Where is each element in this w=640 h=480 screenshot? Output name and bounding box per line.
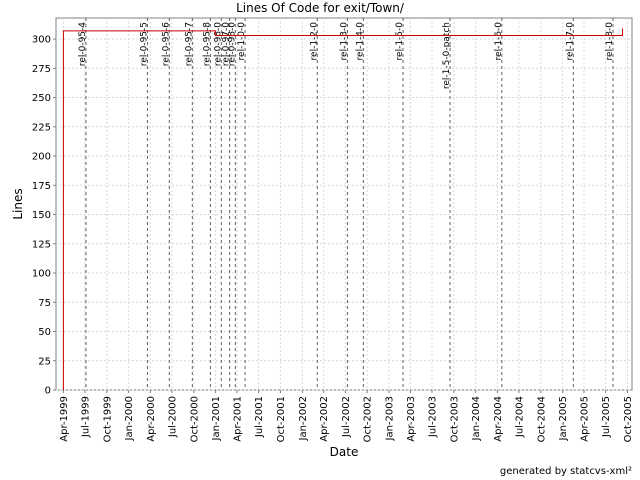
y-tick-label: 100 <box>32 269 51 280</box>
marker-label: rel-1-5-0 <box>395 22 405 61</box>
x-tick-label: Apr-2000 <box>146 396 157 442</box>
marker-label: rel-1-7-0 <box>565 22 575 61</box>
marker-label: rel-0-96-0 <box>213 22 223 66</box>
x-tick-label: Jul-2004 <box>514 396 525 438</box>
series-line <box>62 28 623 390</box>
y-tick-label: 150 <box>32 210 51 221</box>
x-tick-label: Apr-2001 <box>232 396 243 442</box>
x-tick-label: Jul-2000 <box>167 396 178 438</box>
y-tick-label: 0 <box>45 386 51 397</box>
x-tick-label: Apr-2002 <box>319 396 330 442</box>
y-axis-label: Lines <box>11 188 25 219</box>
y-tick-label: 225 <box>32 122 51 133</box>
x-tick-label: Apr-2005 <box>580 396 591 442</box>
x-tick-label: Oct-2003 <box>449 396 460 442</box>
marker-label: rel-0-95-6 <box>161 22 171 66</box>
x-tick-label: Jan-2002 <box>298 396 309 441</box>
plot-area <box>55 17 633 391</box>
x-tick-label: Jan-2004 <box>471 396 482 441</box>
y-gridlines <box>56 38 632 391</box>
marker-label: rel-1-0-0 <box>237 22 247 61</box>
marker-label: rel-1-4-0 <box>355 22 365 61</box>
x-tick-label: Oct-1999 <box>102 396 113 442</box>
x-tick-label: Jul-2005 <box>601 396 612 438</box>
marker-label: rel-0-98-0 <box>227 22 237 66</box>
marker-label: rel-1-2-0 <box>309 22 319 61</box>
x-tick-label: Oct-2002 <box>363 396 374 442</box>
x-tick-label: Jan-2003 <box>385 396 396 441</box>
y-tick-label: 250 <box>32 93 51 104</box>
y-axis: 0 25 50 75 100 125 150 175 200 225 250 275 300 <box>32 35 56 397</box>
x-tick-label: Oct-2004 <box>536 396 547 442</box>
y-tick-label: 125 <box>32 239 51 250</box>
x-tick-label: Jul-2001 <box>254 396 265 438</box>
y-tick-label: 200 <box>32 152 51 163</box>
marker-label: rel-0-97-0 <box>222 22 232 66</box>
x-tick-label: Oct-2005 <box>623 396 634 442</box>
x-tick-label: Jul-1999 <box>80 396 91 438</box>
y-tick-label: 50 <box>38 327 51 338</box>
y-tick-label: 175 <box>32 181 51 192</box>
x-axis: Apr-1999 Jul-1999 Oct-1999 Jan-2000 Apr-2000… <box>59 390 634 442</box>
y-tick-label: 275 <box>32 64 51 75</box>
y-tick-label: 300 <box>32 35 51 46</box>
marker-label: rel-0-95-4 <box>78 22 88 66</box>
marker-label: rel-0-95-7 <box>184 22 194 66</box>
x-tick-label: Jul-2003 <box>428 396 439 438</box>
x-tick-label: Oct-2001 <box>276 396 287 442</box>
x-tick-label: Oct-2000 <box>189 396 200 442</box>
footer-credit: generated by statcvs-xml² <box>500 466 632 477</box>
series-layer <box>62 28 623 390</box>
x-tick-label: Jan-2005 <box>558 396 569 441</box>
marker-label: rel-1-5-0-patch <box>442 22 452 89</box>
x-tick-label: Jan-2001 <box>211 396 222 441</box>
marker-label: rel-0-95-5 <box>139 22 149 66</box>
x-tick-label: Apr-1999 <box>59 396 70 442</box>
x-tick-label: Apr-2003 <box>406 396 417 442</box>
marker-label: rel-1-3-0 <box>339 22 349 61</box>
marker-label: rel-0-95-8 <box>202 22 212 66</box>
x-axis-label: Date <box>330 445 359 459</box>
y-tick-label: 25 <box>38 356 51 367</box>
x-tick-label: Jul-2002 <box>341 396 352 438</box>
marker-label: rel-1-8-0 <box>605 22 615 61</box>
y-tick-label: 75 <box>38 298 51 309</box>
x-tick-label: Jan-2000 <box>124 396 135 441</box>
marker-label: rel-1-6-0 <box>494 22 504 61</box>
chart-title: Lines Of Code for exit/Town/ <box>236 1 405 15</box>
release-markers: rel-0-95-4 rel-0-95-5 rel-0-95-6 rel-0-95-7… <box>78 18 615 390</box>
x-tick-label: Apr-2004 <box>493 396 504 442</box>
